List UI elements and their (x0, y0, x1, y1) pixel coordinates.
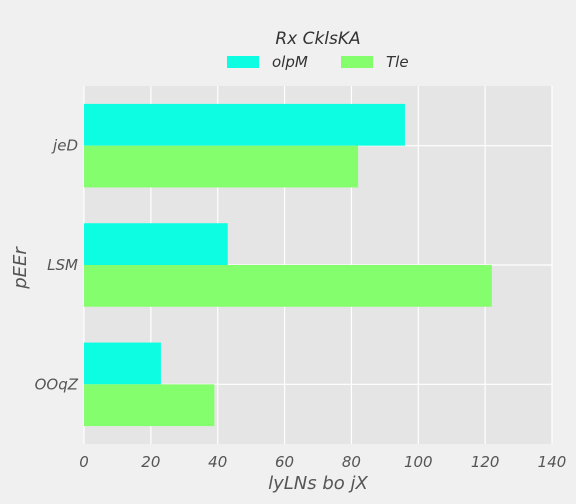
legend-title: Rx CklsKA (275, 29, 360, 49)
legend-label-Tle: Tle (386, 53, 409, 71)
legend: Rx CklsKA olpM Tle (227, 29, 409, 71)
x-tick-label: 100 (404, 453, 433, 471)
y-tick-labels: jeD LSM OOqZ (35, 137, 79, 394)
bar-olpM-OOqZ (84, 342, 161, 385)
y-tick-label: OOqZ (35, 375, 79, 393)
y-axis-title: pEEr (10, 246, 31, 290)
x-tick-label: 140 (538, 453, 567, 471)
x-tick-label: 120 (471, 453, 500, 471)
legend-swatch-Tle (341, 56, 373, 68)
y-tick-label: jeD (51, 137, 78, 155)
x-tick-label: 40 (208, 453, 227, 471)
bar-olpM-LSM (84, 223, 228, 265)
bars (84, 103, 492, 427)
bar-Tle-OOqZ (84, 384, 215, 427)
bar-Tle-LSM (84, 265, 492, 307)
x-tick-label: 20 (141, 453, 160, 471)
x-tick-label: 80 (342, 453, 361, 471)
bar-Tle-jeD (84, 145, 359, 188)
bar-olpM-jeD (84, 103, 405, 146)
x-axis-title: lyLNs bo jX (268, 473, 368, 494)
y-tick-label: LSM (47, 256, 78, 274)
legend-swatch-olpM (227, 56, 259, 68)
x-tick-label: 60 (275, 453, 294, 471)
x-tick-label: 0 (79, 453, 89, 471)
x-tick-labels: 0 20 40 60 80 100 120 140 (79, 453, 566, 471)
legend-label-olpM: olpM (272, 53, 308, 71)
